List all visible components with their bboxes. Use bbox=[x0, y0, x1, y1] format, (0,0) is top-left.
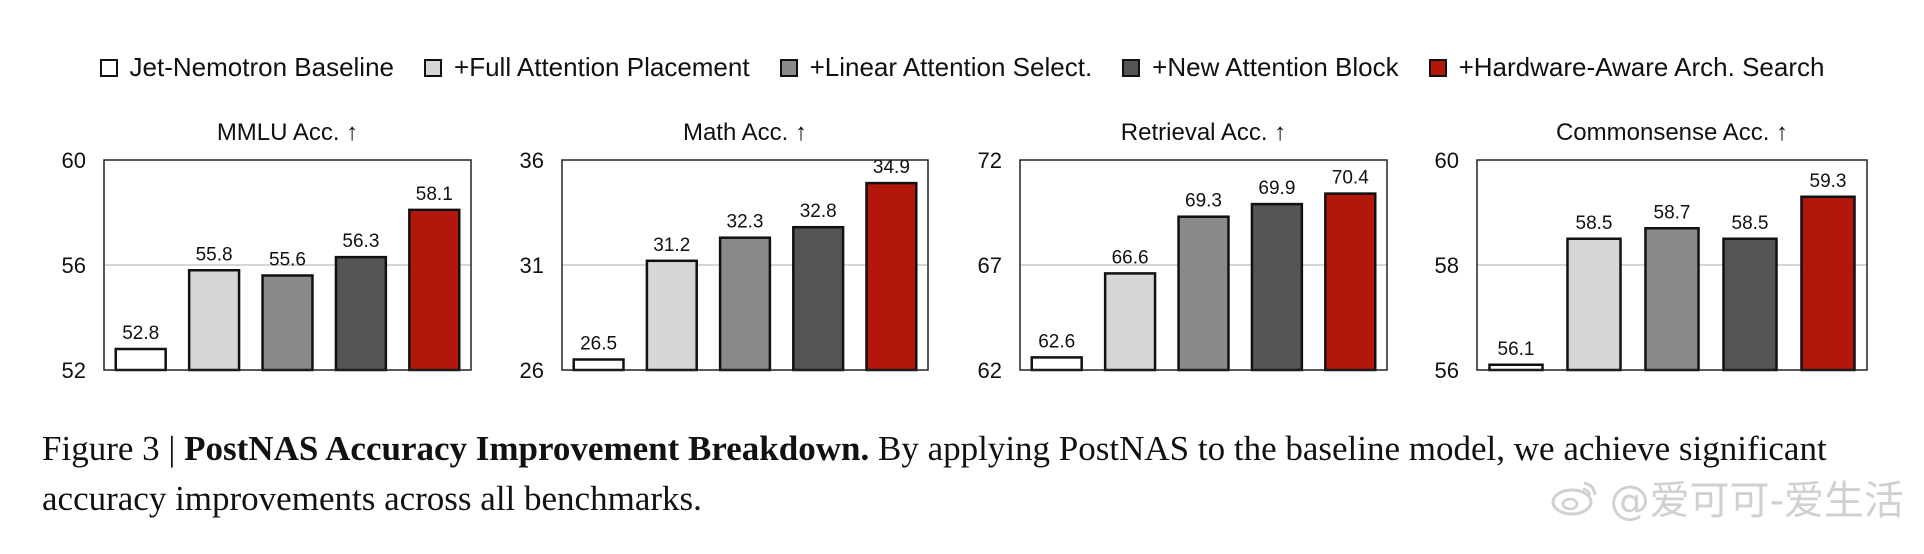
y-tick-label: 60 bbox=[1435, 148, 1459, 173]
figure-caption: Figure 3 | PostNAS Accuracy Improvement … bbox=[42, 424, 1902, 524]
chart-title: Commonsense Acc. ↑ bbox=[1556, 119, 1788, 146]
legend-item: +Full Attention Placement bbox=[424, 52, 750, 83]
bar-value-label: 62.6 bbox=[1038, 331, 1075, 352]
plot-frame bbox=[1019, 159, 1388, 371]
bar bbox=[792, 225, 845, 372]
bar bbox=[1488, 363, 1544, 372]
bar bbox=[572, 358, 625, 372]
bar bbox=[1324, 192, 1377, 372]
y-tick-label: 31 bbox=[520, 253, 544, 278]
bar bbox=[1103, 272, 1157, 372]
weibo-logo-icon bbox=[1551, 481, 1597, 516]
bar-value-label: 55.8 bbox=[196, 244, 233, 265]
bar-value-label: 70.4 bbox=[1332, 168, 1369, 189]
bar bbox=[1644, 227, 1700, 372]
legend: Jet-Nemotron Baseline +Full Attention Pla… bbox=[0, 52, 1924, 83]
y-tick-label: 62 bbox=[978, 358, 1002, 383]
y-tick-label: 58 bbox=[1435, 253, 1459, 278]
watermark: @爱可可-爱生活 bbox=[1550, 468, 1904, 526]
chart-title: Retrieval Acc. ↑ bbox=[1121, 119, 1286, 146]
bar bbox=[1566, 237, 1622, 372]
y-tick-label: 26 bbox=[520, 358, 544, 383]
chart-title: Math Acc. ↑ bbox=[683, 119, 807, 146]
bar bbox=[865, 181, 918, 372]
bar bbox=[334, 255, 388, 372]
caption-prefix: Figure 3 | bbox=[42, 429, 185, 468]
legend-swatch bbox=[1122, 58, 1141, 77]
y-tick-label: 56 bbox=[1435, 358, 1459, 383]
bar-value-label: 58.7 bbox=[1654, 202, 1691, 223]
caption-body: By applying PostNAS to the baseline mode… bbox=[42, 429, 1827, 518]
bar-value-label: 58.5 bbox=[1576, 213, 1613, 234]
y-tick-label: 52 bbox=[62, 358, 86, 383]
bar-value-label: 56.3 bbox=[342, 231, 379, 252]
charts-area: MMLU Acc. ↑ 52 56 60 52.8 55.8 55.6 56.3 58.1 Mat… bbox=[62, 119, 1868, 383]
bar bbox=[408, 208, 461, 372]
legend-swatch bbox=[779, 58, 798, 77]
legend-swatch bbox=[424, 58, 443, 77]
legend-label: +Full Attention Placement bbox=[454, 52, 750, 82]
bar-value-label: 58.1 bbox=[416, 184, 453, 205]
caption-bold-title: PostNAS Accuracy Improvement Breakdown. bbox=[184, 429, 870, 468]
bar bbox=[1250, 202, 1304, 372]
bar bbox=[1722, 237, 1778, 372]
chart-title: MMLU Acc. ↑ bbox=[217, 119, 358, 146]
y-tick-label: 56 bbox=[62, 253, 86, 278]
legend-item: +Linear Attention Select. bbox=[779, 52, 1093, 83]
bar-value-label: 31.2 bbox=[653, 235, 690, 256]
bar-value-label: 34.9 bbox=[873, 157, 910, 178]
legend-item: Jet-Nemotron Baseline bbox=[99, 52, 395, 83]
bar bbox=[645, 259, 698, 372]
legend-item: +New Attention Block bbox=[1122, 52, 1399, 83]
plot-frame bbox=[1476, 159, 1868, 371]
bar-value-label: 52.8 bbox=[122, 323, 159, 344]
bar bbox=[1800, 195, 1856, 372]
bar-value-label: 55.6 bbox=[269, 250, 306, 271]
legend-label: +Linear Attention Select. bbox=[809, 52, 1093, 82]
bar-value-label: 32.3 bbox=[727, 212, 764, 233]
bar-value-label: 26.5 bbox=[580, 334, 617, 355]
bar-value-label: 56.1 bbox=[1498, 339, 1535, 360]
bar bbox=[187, 269, 241, 372]
bar-value-label: 69.3 bbox=[1185, 191, 1222, 212]
bar bbox=[261, 274, 314, 372]
legend-item: +Hardware-Aware Arch. Search bbox=[1428, 52, 1825, 83]
bar bbox=[718, 236, 772, 372]
bar bbox=[114, 347, 167, 372]
bar-value-label: 69.9 bbox=[1258, 178, 1295, 199]
plot-frame bbox=[103, 159, 472, 371]
bar-value-label: 59.3 bbox=[1810, 171, 1847, 192]
bar-value-label: 58.5 bbox=[1732, 213, 1769, 234]
plot-frame bbox=[561, 159, 929, 371]
bar-value-label: 66.6 bbox=[1112, 247, 1149, 268]
legend-swatch bbox=[99, 58, 118, 77]
legend-label: +New Attention Block bbox=[1152, 52, 1399, 82]
legend-swatch bbox=[1428, 58, 1447, 77]
bar bbox=[1030, 356, 1083, 372]
y-tick-label: 67 bbox=[978, 253, 1002, 278]
y-tick-label: 36 bbox=[520, 148, 544, 173]
bar bbox=[1177, 215, 1230, 372]
y-tick-label: 72 bbox=[978, 148, 1002, 173]
bar-value-label: 32.8 bbox=[800, 201, 837, 222]
legend-label: Jet-Nemotron Baseline bbox=[129, 52, 395, 82]
y-tick-label: 60 bbox=[62, 148, 86, 173]
watermark-text: @爱可可-爱生活 bbox=[1609, 478, 1904, 524]
legend-label: +Hardware-Aware Arch. Search bbox=[1458, 52, 1825, 82]
